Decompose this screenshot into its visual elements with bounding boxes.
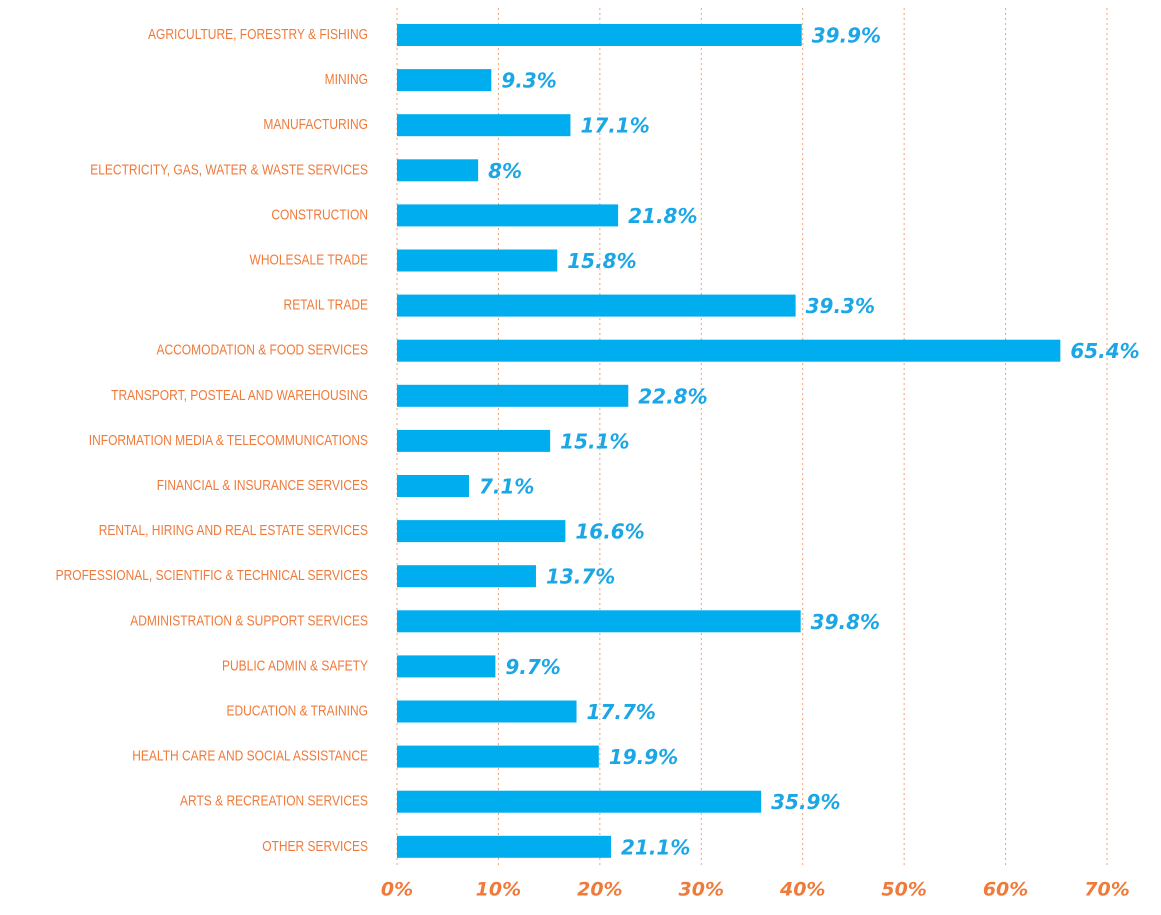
x-tick-label: 20% [577,879,622,901]
value-label: 39.3% [806,294,875,318]
value-label: 17.1% [580,114,649,138]
bar [397,24,802,46]
bars [397,24,1061,858]
value-label: 9.7% [505,655,560,679]
x-tick-label: 50% [881,879,926,901]
category-label: AGRICULTURE, FORESTRY & FISHING [148,26,368,43]
value-label: 13.7% [546,565,615,589]
x-tick-label: 0% [381,879,413,901]
bar [397,565,536,588]
category-labels: AGRICULTURE, FORESTRY & FISHING MINING MAN… [56,26,368,854]
category-label: FINANCIAL & INSURANCE SERVICES [157,477,368,494]
category-label: PUBLIC ADMIN & SAFETY [222,657,368,674]
category-label: MANUFACTURING [263,116,368,133]
bar [397,610,801,633]
category-label: MINING [325,71,368,88]
value-label: 21.8% [628,204,697,228]
value-label: 8% [488,159,522,183]
value-label: 22.8% [638,384,707,408]
value-label: 19.9% [609,745,678,769]
x-tick-label: 10% [476,879,521,901]
value-label: 39.8% [811,610,880,634]
category-label: ARTS & RECREATION SERVICES [180,792,368,809]
value-label: 39.9% [812,24,881,48]
x-tick-label: 40% [779,879,825,901]
value-label: 17.7% [587,700,656,724]
value-label: 21.1% [621,835,690,859]
grid [396,8,1108,866]
bar [397,339,1061,362]
x-tick-label: 70% [1084,879,1129,901]
category-label: OTHER SERVICES [262,838,368,855]
value-label: 16.6% [575,520,644,544]
bar [397,114,571,137]
category-label: PROFESSIONAL, SCIENTIFIC & TECHNICAL SER… [56,567,368,584]
category-label: WHOLESALE TRADE [250,251,368,268]
value-label: 15.1% [560,429,629,453]
bar [397,475,470,497]
value-label: 15.8% [567,249,636,273]
category-label: RENTAL, HIRING AND REAL ESTATE SERVICES [99,522,368,539]
category-label: HEALTH CARE AND SOCIAL ASSISTANCE [132,747,368,764]
category-label: EDUCATION & TRAINING [226,702,368,719]
value-label: 7.1% [479,475,534,499]
bar [397,700,577,723]
bar [397,159,479,182]
x-tick-label: 60% [983,879,1028,901]
bar [397,249,558,272]
value-label: 35.9% [771,790,840,814]
x-tick-label: 30% [679,879,724,901]
bar [397,429,551,452]
bar [397,204,619,227]
category-label: ADMINISTRATION & SUPPORT SERVICES [130,612,368,629]
category-label: CONSTRUCTION [271,206,368,223]
category-label: TRANSPORT, POSTEAL AND WAREHOUSING [111,387,368,404]
value-label: 9.3% [501,69,556,93]
category-label: INFORMATION MEDIA & TELECOMMUNICATIONS [89,432,368,449]
bar [397,745,599,768]
bar [397,520,566,543]
bar [397,835,612,858]
bar [397,790,762,813]
category-label: ACCOMODATION & FOOD SERVICES [156,341,368,358]
bar [397,384,629,407]
bar [397,294,796,317]
category-label: ELECTRICITY, GAS, WATER & WASTE SERVICES [90,161,368,178]
value-label: 65.4% [1070,339,1139,363]
bar [397,655,496,678]
bar [397,69,492,92]
category-label: RETAIL TRADE [284,296,368,313]
